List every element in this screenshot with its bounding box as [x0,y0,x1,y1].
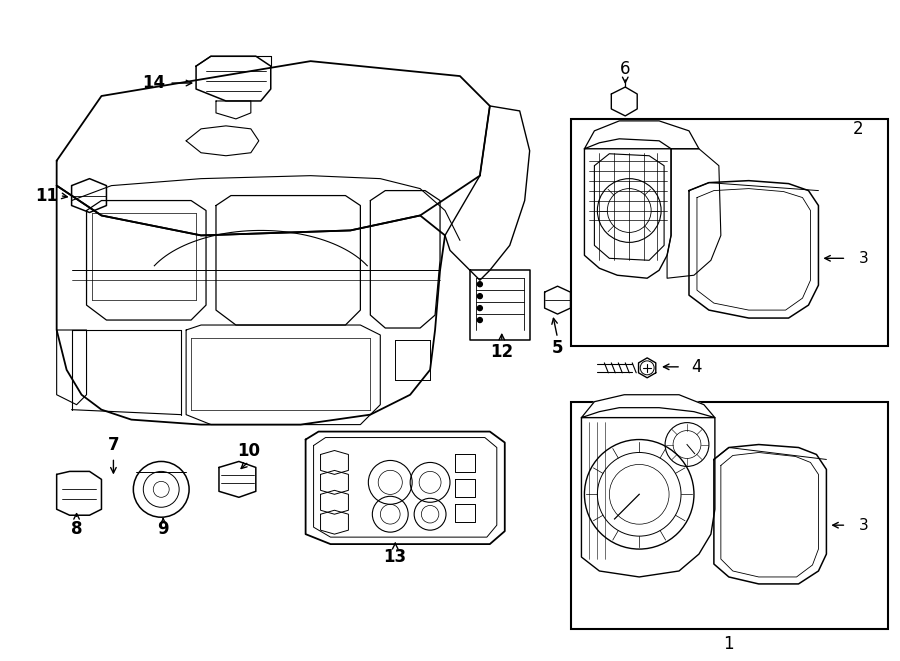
Text: 3: 3 [859,251,868,266]
Text: 11: 11 [35,186,58,204]
Text: 8: 8 [71,520,82,538]
Text: 9: 9 [158,520,169,538]
Bar [572,119,888,346]
Text: 10: 10 [238,442,260,461]
Polygon shape [57,61,490,235]
Polygon shape [667,149,721,278]
Polygon shape [320,510,348,534]
Polygon shape [216,101,251,119]
Polygon shape [581,418,715,577]
Polygon shape [86,200,206,320]
Bar [572,402,888,629]
Polygon shape [72,178,106,212]
Polygon shape [320,490,348,514]
Polygon shape [584,121,699,149]
Polygon shape [445,106,530,280]
Polygon shape [455,479,475,497]
Circle shape [477,305,482,311]
Circle shape [477,293,482,299]
Text: 5: 5 [552,339,563,357]
Polygon shape [370,190,440,328]
Polygon shape [581,395,715,418]
Polygon shape [470,270,530,340]
Circle shape [477,282,482,287]
Circle shape [477,317,482,323]
Polygon shape [57,186,445,424]
Polygon shape [196,56,271,101]
Polygon shape [611,87,637,116]
Polygon shape [455,455,475,473]
Polygon shape [186,325,381,424]
Text: 6: 6 [620,60,631,78]
Polygon shape [714,444,826,584]
Polygon shape [544,286,571,314]
Polygon shape [638,358,656,378]
Text: 7: 7 [108,436,119,453]
Polygon shape [584,149,671,278]
Polygon shape [455,504,475,522]
Polygon shape [320,471,348,494]
Text: 14: 14 [141,74,165,92]
Polygon shape [320,451,348,475]
Polygon shape [57,471,102,515]
Text: 2: 2 [853,120,864,138]
Polygon shape [57,330,86,405]
Text: 3: 3 [859,518,868,533]
Polygon shape [306,432,505,544]
Text: 4: 4 [692,358,702,376]
Polygon shape [216,196,360,325]
Text: 13: 13 [383,548,407,566]
Text: 1: 1 [724,635,734,652]
Polygon shape [689,180,818,318]
Polygon shape [219,461,256,497]
Text: 12: 12 [491,343,513,361]
